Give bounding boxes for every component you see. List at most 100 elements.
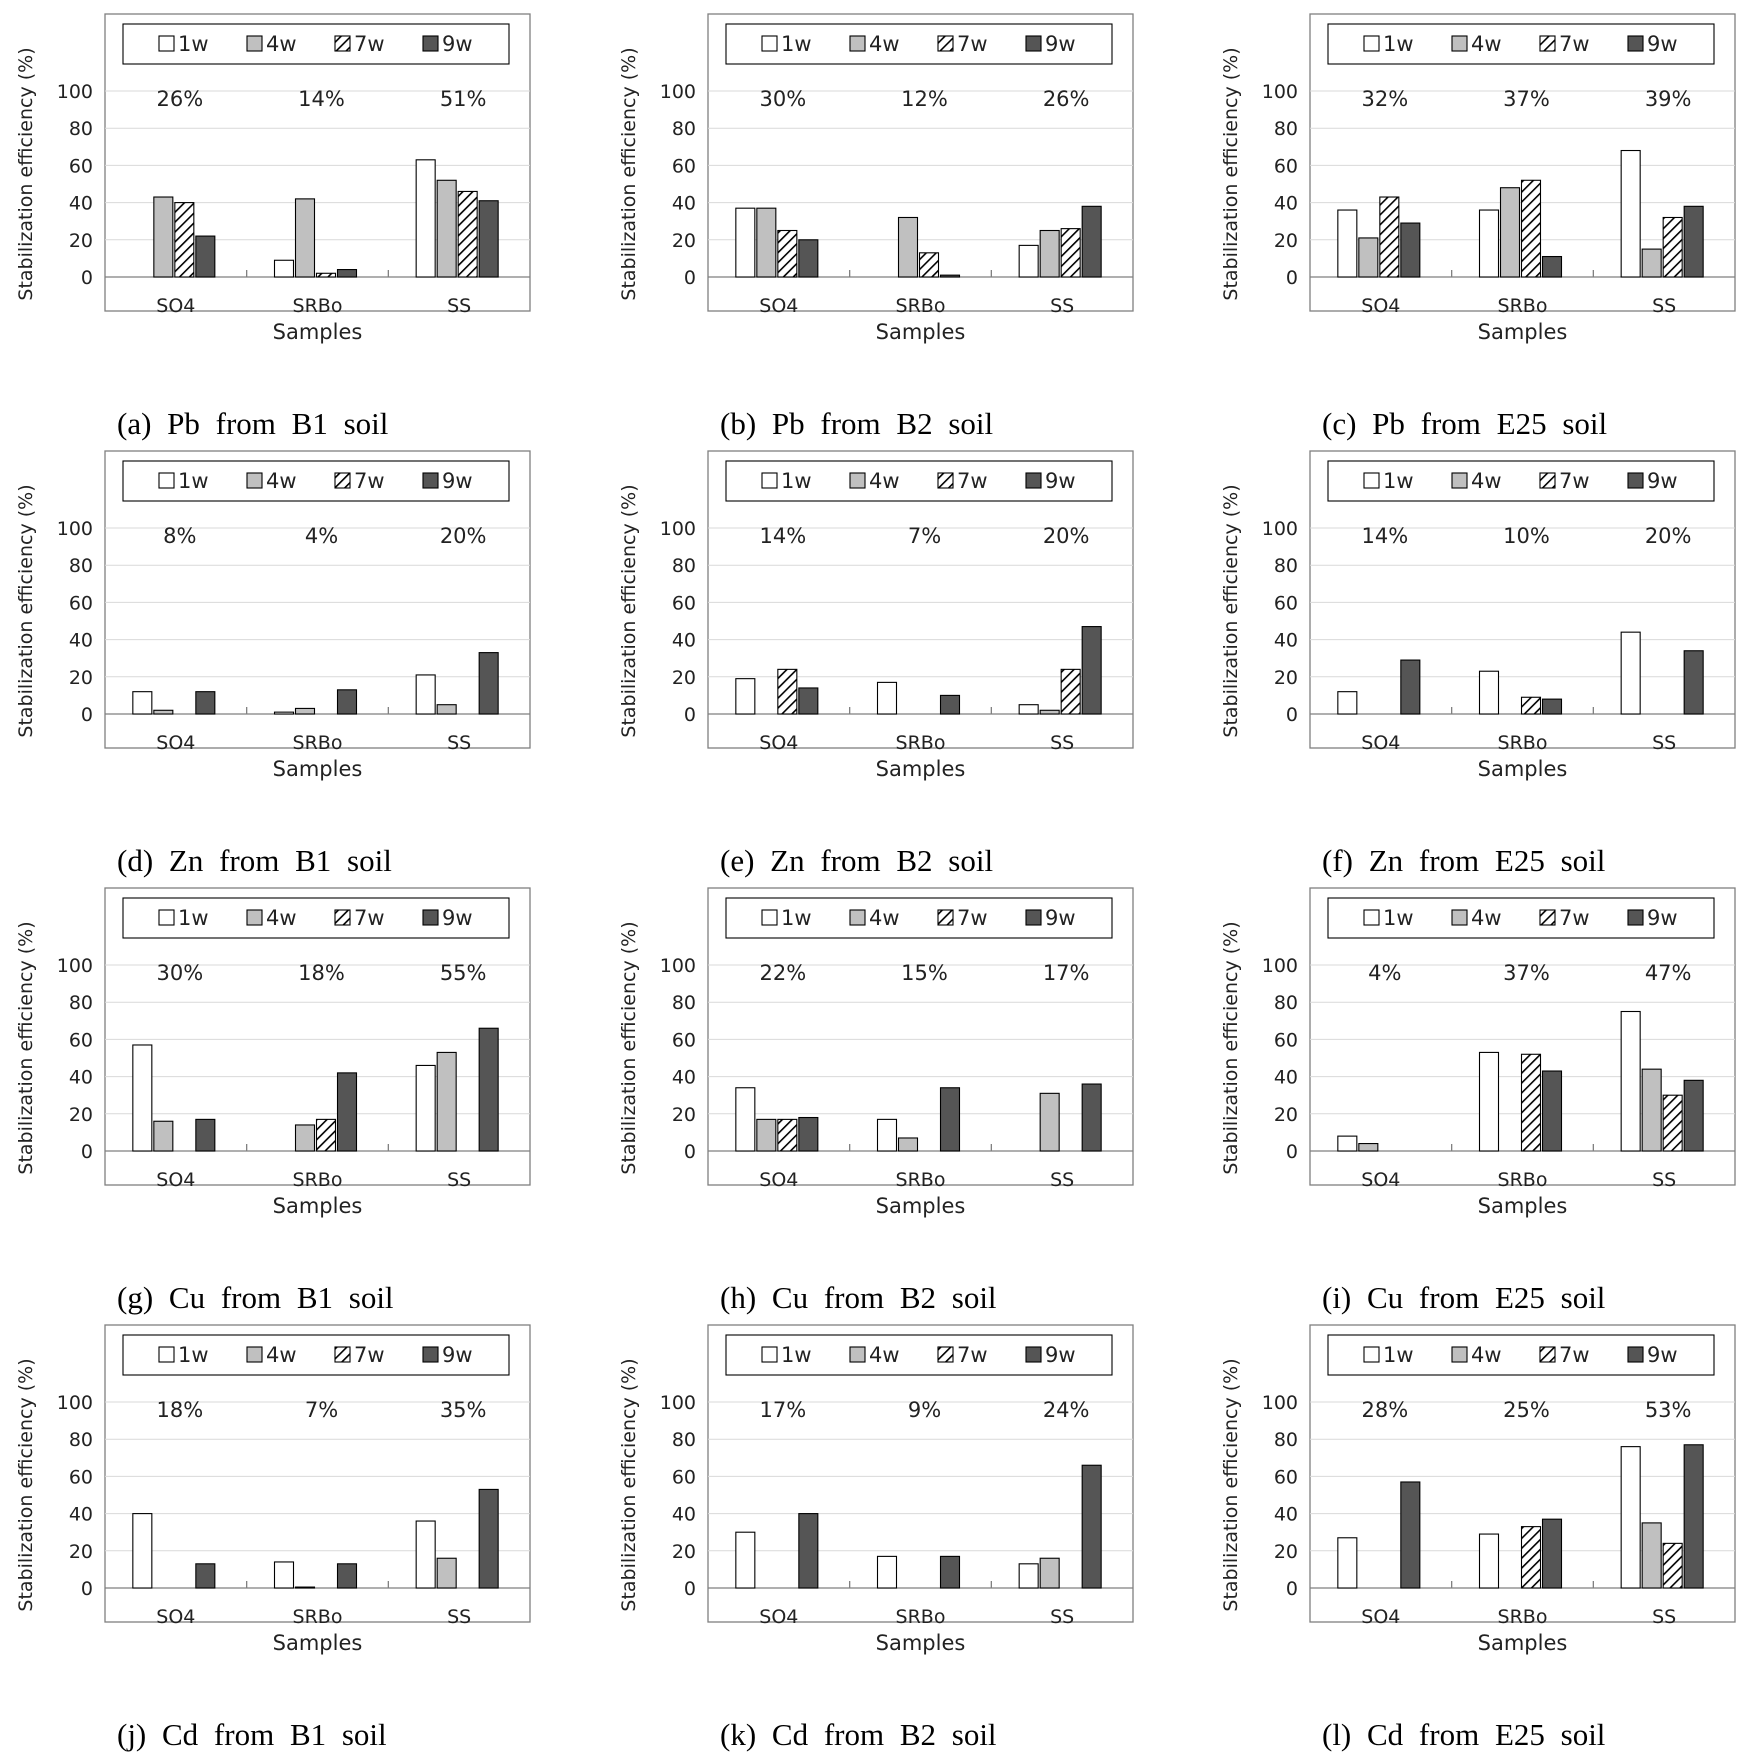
- bar-1w: [735, 1531, 756, 1589]
- percent-annotation: 37%: [1503, 961, 1550, 985]
- legend-swatch-1w: [761, 472, 778, 489]
- bar-9w: [336, 689, 358, 715]
- y-tick-label: 80: [672, 1429, 696, 1451]
- bar-1w: [1620, 631, 1641, 715]
- legend-label-4w: 4w: [869, 32, 900, 56]
- legend-swatch-9w: [422, 1346, 439, 1363]
- bar-4w: [436, 704, 457, 715]
- legend: 1w 4w 7w 9w: [725, 460, 1113, 502]
- bar-4w: [1039, 1092, 1060, 1152]
- bar-1w: [132, 1513, 153, 1589]
- y-tick-label: 80: [69, 992, 93, 1014]
- y-tick-label: 100: [57, 955, 93, 977]
- y-axis-label: Stabilization efficiency (%): [15, 921, 37, 1174]
- bar-9w: [1683, 1079, 1704, 1152]
- x-tick-label: SS: [447, 1606, 471, 1628]
- bar-4w: [1039, 709, 1060, 715]
- y-tick-label: 80: [672, 555, 696, 577]
- bar-9w: [478, 200, 499, 278]
- legend-swatch-1w: [1363, 909, 1380, 926]
- bar-9w: [1541, 1518, 1563, 1589]
- bar-1w: [1620, 1010, 1641, 1152]
- bar-7w: [1060, 668, 1081, 715]
- y-tick-label: 100: [57, 81, 93, 103]
- y-tick-label: 60: [69, 155, 93, 177]
- x-tick-label: SS: [1652, 1606, 1676, 1628]
- bar-1w: [273, 711, 295, 715]
- bar-1w: [1620, 149, 1641, 278]
- x-tick-label: SS: [1050, 1606, 1074, 1628]
- y-tick-label: 60: [672, 1466, 696, 1488]
- legend-swatch-4w: [1451, 472, 1468, 489]
- chart-panel: 0 20 40 60 80 100 Stabilization efficiency (%)…: [15, 887, 531, 1315]
- legend-label-9w: 9w: [442, 906, 473, 930]
- bar-1w: [415, 1520, 436, 1589]
- legend-swatch-7w: [1539, 909, 1556, 926]
- y-tick-label: 80: [672, 118, 696, 140]
- legend-box: [725, 1334, 1113, 1376]
- percent-annotation: 10%: [1503, 524, 1550, 548]
- y-tick-label: 100: [57, 1392, 93, 1414]
- bar-4w: [1641, 1068, 1662, 1152]
- x-tick-label: SRBo: [1498, 1169, 1548, 1191]
- y-tick-label: 100: [1262, 955, 1298, 977]
- legend-swatch-4w: [849, 472, 866, 489]
- y-tick-label: 40: [1274, 630, 1298, 652]
- percent-annotation: 15%: [901, 961, 948, 985]
- y-tick-label: 80: [1274, 1429, 1298, 1451]
- bar-4w: [1499, 187, 1521, 278]
- x-tick-label: SRBo: [293, 295, 343, 317]
- x-tick-label: SS: [447, 295, 471, 317]
- y-tick-label: 60: [1274, 1029, 1298, 1051]
- y-tick-label: 60: [1274, 1466, 1298, 1488]
- chart-panel: 0 20 40 60 80 100 Stabilization efficiency (%)…: [1220, 1324, 1736, 1752]
- percent-annotation: 26%: [1043, 87, 1090, 111]
- y-tick-label: 20: [1274, 1104, 1298, 1126]
- legend-swatch-9w: [1025, 35, 1042, 52]
- legend: 1w 4w 7w 9w: [1327, 1334, 1715, 1376]
- legend: 1w 4w 7w 9w: [122, 1334, 510, 1376]
- x-tick-label: SS: [1652, 732, 1676, 754]
- percent-annotation: 8%: [163, 524, 196, 548]
- y-axis-label: Stabilization efficiency (%): [15, 47, 37, 300]
- y-tick-label: 0: [684, 1141, 696, 1163]
- legend-swatch-1w: [158, 1346, 175, 1363]
- percent-annotation: 32%: [1361, 87, 1408, 111]
- y-tick-label: 40: [69, 1067, 93, 1089]
- chart-panel: 0 20 40 60 80 100 Stabilization efficiency (%)…: [1220, 13, 1736, 441]
- legend-swatch-9w: [422, 472, 439, 489]
- legend-swatch-9w: [1627, 35, 1644, 52]
- bar-9w: [478, 1488, 499, 1589]
- y-tick-label: 100: [1262, 518, 1298, 540]
- bar-7w: [1662, 216, 1683, 278]
- bar-4w: [294, 198, 316, 278]
- bar-1w: [1478, 670, 1500, 715]
- percent-annotation: 4%: [305, 524, 338, 548]
- bar-9w: [1400, 1481, 1421, 1589]
- bar-7w: [1662, 1542, 1683, 1589]
- chart-panel: 0 20 40 60 80 100 Stabilization efficiency (%)…: [618, 450, 1134, 878]
- legend-label-7w: 7w: [1559, 32, 1590, 56]
- legend-label-9w: 9w: [1647, 469, 1678, 493]
- panel-caption: (h) Cu from B2 soil: [720, 1280, 997, 1315]
- percent-annotation: 24%: [1043, 1398, 1090, 1422]
- chart-panel: 0 20 40 60 80 100 Stabilization efficiency (%)…: [15, 450, 531, 878]
- bar-9w: [1541, 698, 1563, 715]
- y-tick-label: 80: [1274, 555, 1298, 577]
- bar-1w: [735, 1087, 756, 1152]
- legend-swatch-4w: [246, 1346, 263, 1363]
- bar-9w: [1541, 255, 1563, 278]
- percent-annotation: 14%: [1361, 524, 1408, 548]
- y-tick-label: 40: [672, 193, 696, 215]
- chart-panel: 0 20 40 60 80 100 Stabilization efficiency (%)…: [618, 887, 1134, 1315]
- percent-annotation: 12%: [901, 87, 948, 111]
- y-tick-label: 0: [684, 267, 696, 289]
- bar-1w: [876, 1118, 898, 1152]
- legend-label-9w: 9w: [1647, 906, 1678, 930]
- x-tick-label: SRBo: [896, 1606, 946, 1628]
- legend-label-1w: 1w: [1383, 32, 1414, 56]
- bar-9w: [195, 235, 216, 278]
- legend-swatch-1w: [1363, 1346, 1380, 1363]
- y-tick-label: 80: [69, 555, 93, 577]
